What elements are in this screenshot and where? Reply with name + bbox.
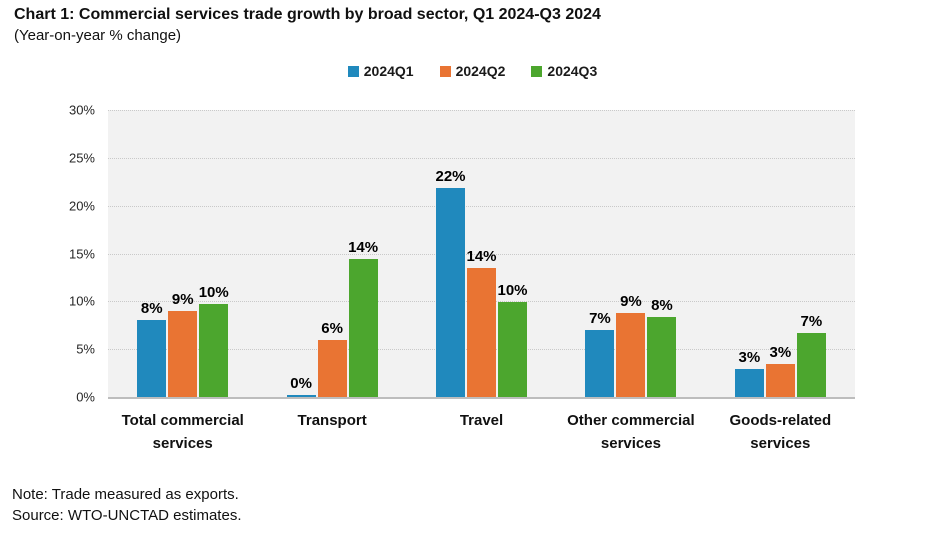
y-axis: 0% 5% 10% 15% 20% 25% 30% (14, 103, 108, 405)
bar-group-1: 8% 9% 10% (108, 110, 257, 397)
y-tick-label: 25% (68, 150, 95, 166)
x-category-label-line: Transport (297, 412, 367, 429)
bar-wrap: 0% (286, 110, 316, 397)
bar-wrap: 6% (317, 110, 347, 397)
bar-data-label: 0% (290, 375, 312, 393)
bar-2024Q1-travel (436, 187, 466, 397)
bar-wrap: 8% (137, 110, 167, 397)
legend-label: 2024Q3 (547, 63, 598, 79)
bar-wrap: 22% (435, 110, 466, 397)
bar-data-label: 7% (589, 310, 611, 328)
bar-wrap: 8% (647, 110, 677, 397)
bar-wrap: 9% (168, 110, 198, 397)
y-tick-label: 30% (68, 102, 95, 118)
legend-item-2024Q2: 2024Q2 (439, 63, 506, 79)
x-category-label-line: services (600, 435, 661, 452)
x-category-label-line: Travel (459, 412, 504, 429)
bar-2024Q2-transport (317, 339, 347, 397)
bar-data-label: 3% (738, 349, 761, 367)
bar-2024Q3-other-commercial-services (647, 316, 677, 397)
y-tick-label: 0% (76, 389, 95, 405)
x-category-label: Travel (407, 409, 556, 455)
bar-wrap: 14% (466, 110, 497, 397)
legend-swatch-icon (531, 65, 543, 77)
bar-group-5: 3% 3% 7% (706, 110, 855, 397)
bar-data-label: 14% (466, 247, 497, 265)
chart-title: Chart 1: Commercial services trade growt… (14, 6, 601, 23)
bar-2024Q3-goods-related-services (796, 332, 826, 397)
bar-data-label: 8% (651, 296, 673, 314)
bar-data-label: 9% (620, 292, 642, 310)
bar-data-label: 14% (348, 239, 379, 257)
x-category-label: Other commercial services (556, 409, 705, 455)
bar-group-2: 0% 6% 14% (257, 110, 406, 397)
chart-subtitle: (Year-on-year % change) (14, 27, 182, 44)
bar-wrap: 14% (348, 110, 379, 397)
x-category-label: Total commercial services (108, 409, 257, 455)
bar-2024Q3-travel (498, 302, 528, 397)
bar-data-label: 8% (140, 300, 163, 318)
y-tick-label: 10% (68, 293, 95, 309)
x-axis-labels: Total commercial services Transport Travel O… (108, 409, 855, 455)
gridline (108, 157, 855, 159)
chart-area: 0% 5% 10% 15% 20% 25% 30% 8% 9% 10% 0% 6% 14% 22% 14%… (14, 103, 855, 405)
bar-wrap: 7% (585, 110, 615, 397)
bar-data-label: 9% (171, 290, 194, 308)
source-text: Source: WTO-UNCTAD estimates. (12, 507, 242, 524)
legend-item-2024Q3: 2024Q3 (531, 63, 597, 79)
x-category-label-line: services (152, 435, 213, 452)
bar-wrap: 10% (497, 110, 528, 397)
x-category-label: Transport (257, 409, 406, 455)
legend: 2024Q1 2024Q2 2024Q3 (0, 63, 945, 79)
bar-2024Q3-transport (348, 259, 378, 397)
bar-wrap: 10% (198, 110, 229, 397)
bar-group-3: 22% 14% 10% (407, 110, 556, 397)
gridline (108, 253, 855, 255)
legend-label: 2024Q2 (455, 63, 506, 79)
note-text: Note: Trade measured as exports. (12, 486, 239, 503)
bar-2024Q3-total-commercial-services (199, 304, 229, 397)
bar-group-4: 7% 9% 8% (556, 110, 705, 397)
legend-label: 2024Q1 (363, 63, 414, 79)
bar-data-label: 22% (435, 167, 466, 185)
bar-2024Q2-travel (467, 267, 497, 397)
bar-2024Q2-goods-related-services (765, 364, 795, 397)
bar-data-label: 10% (497, 282, 528, 300)
bar-wrap: 3% (734, 110, 764, 397)
gridline (108, 205, 855, 207)
bar-wrap: 7% (796, 110, 826, 397)
bar-2024Q1-goods-related-services (734, 369, 764, 397)
bar-2024Q1-transport (286, 395, 316, 397)
x-category-label-line: Total commercial (121, 412, 244, 429)
bar-data-label: 10% (198, 284, 229, 302)
bar-2024Q2-other-commercial-services (616, 312, 646, 397)
bar-wrap: 9% (616, 110, 646, 397)
x-category-label-line: Goods-related (729, 412, 832, 429)
bar-wrap: 3% (765, 110, 795, 397)
legend-swatch-icon (439, 65, 451, 77)
bar-data-label: 3% (769, 344, 792, 362)
y-tick-label: 5% (76, 341, 95, 357)
bar-2024Q1-other-commercial-services (585, 330, 615, 397)
x-category-label-line: services (750, 435, 811, 452)
y-tick-label: 15% (68, 246, 95, 261)
x-category-label: Goods-related services (706, 409, 855, 455)
bar-2024Q2-total-commercial-services (168, 310, 198, 397)
bar-data-label: 7% (800, 312, 823, 330)
bar-2024Q1-total-commercial-services (137, 320, 167, 397)
legend-item-2024Q1: 2024Q1 (347, 63, 414, 79)
legend-swatch-icon (347, 65, 359, 77)
gridline (108, 110, 855, 111)
plot-area: 8% 9% 10% 0% 6% 14% 22% 14% 10% 7% 9% 8% 3% 3% 7% (108, 110, 855, 399)
x-category-label-line: Other commercial (567, 412, 695, 429)
bar-data-label: 6% (321, 319, 343, 337)
y-tick-label: 20% (68, 198, 95, 214)
